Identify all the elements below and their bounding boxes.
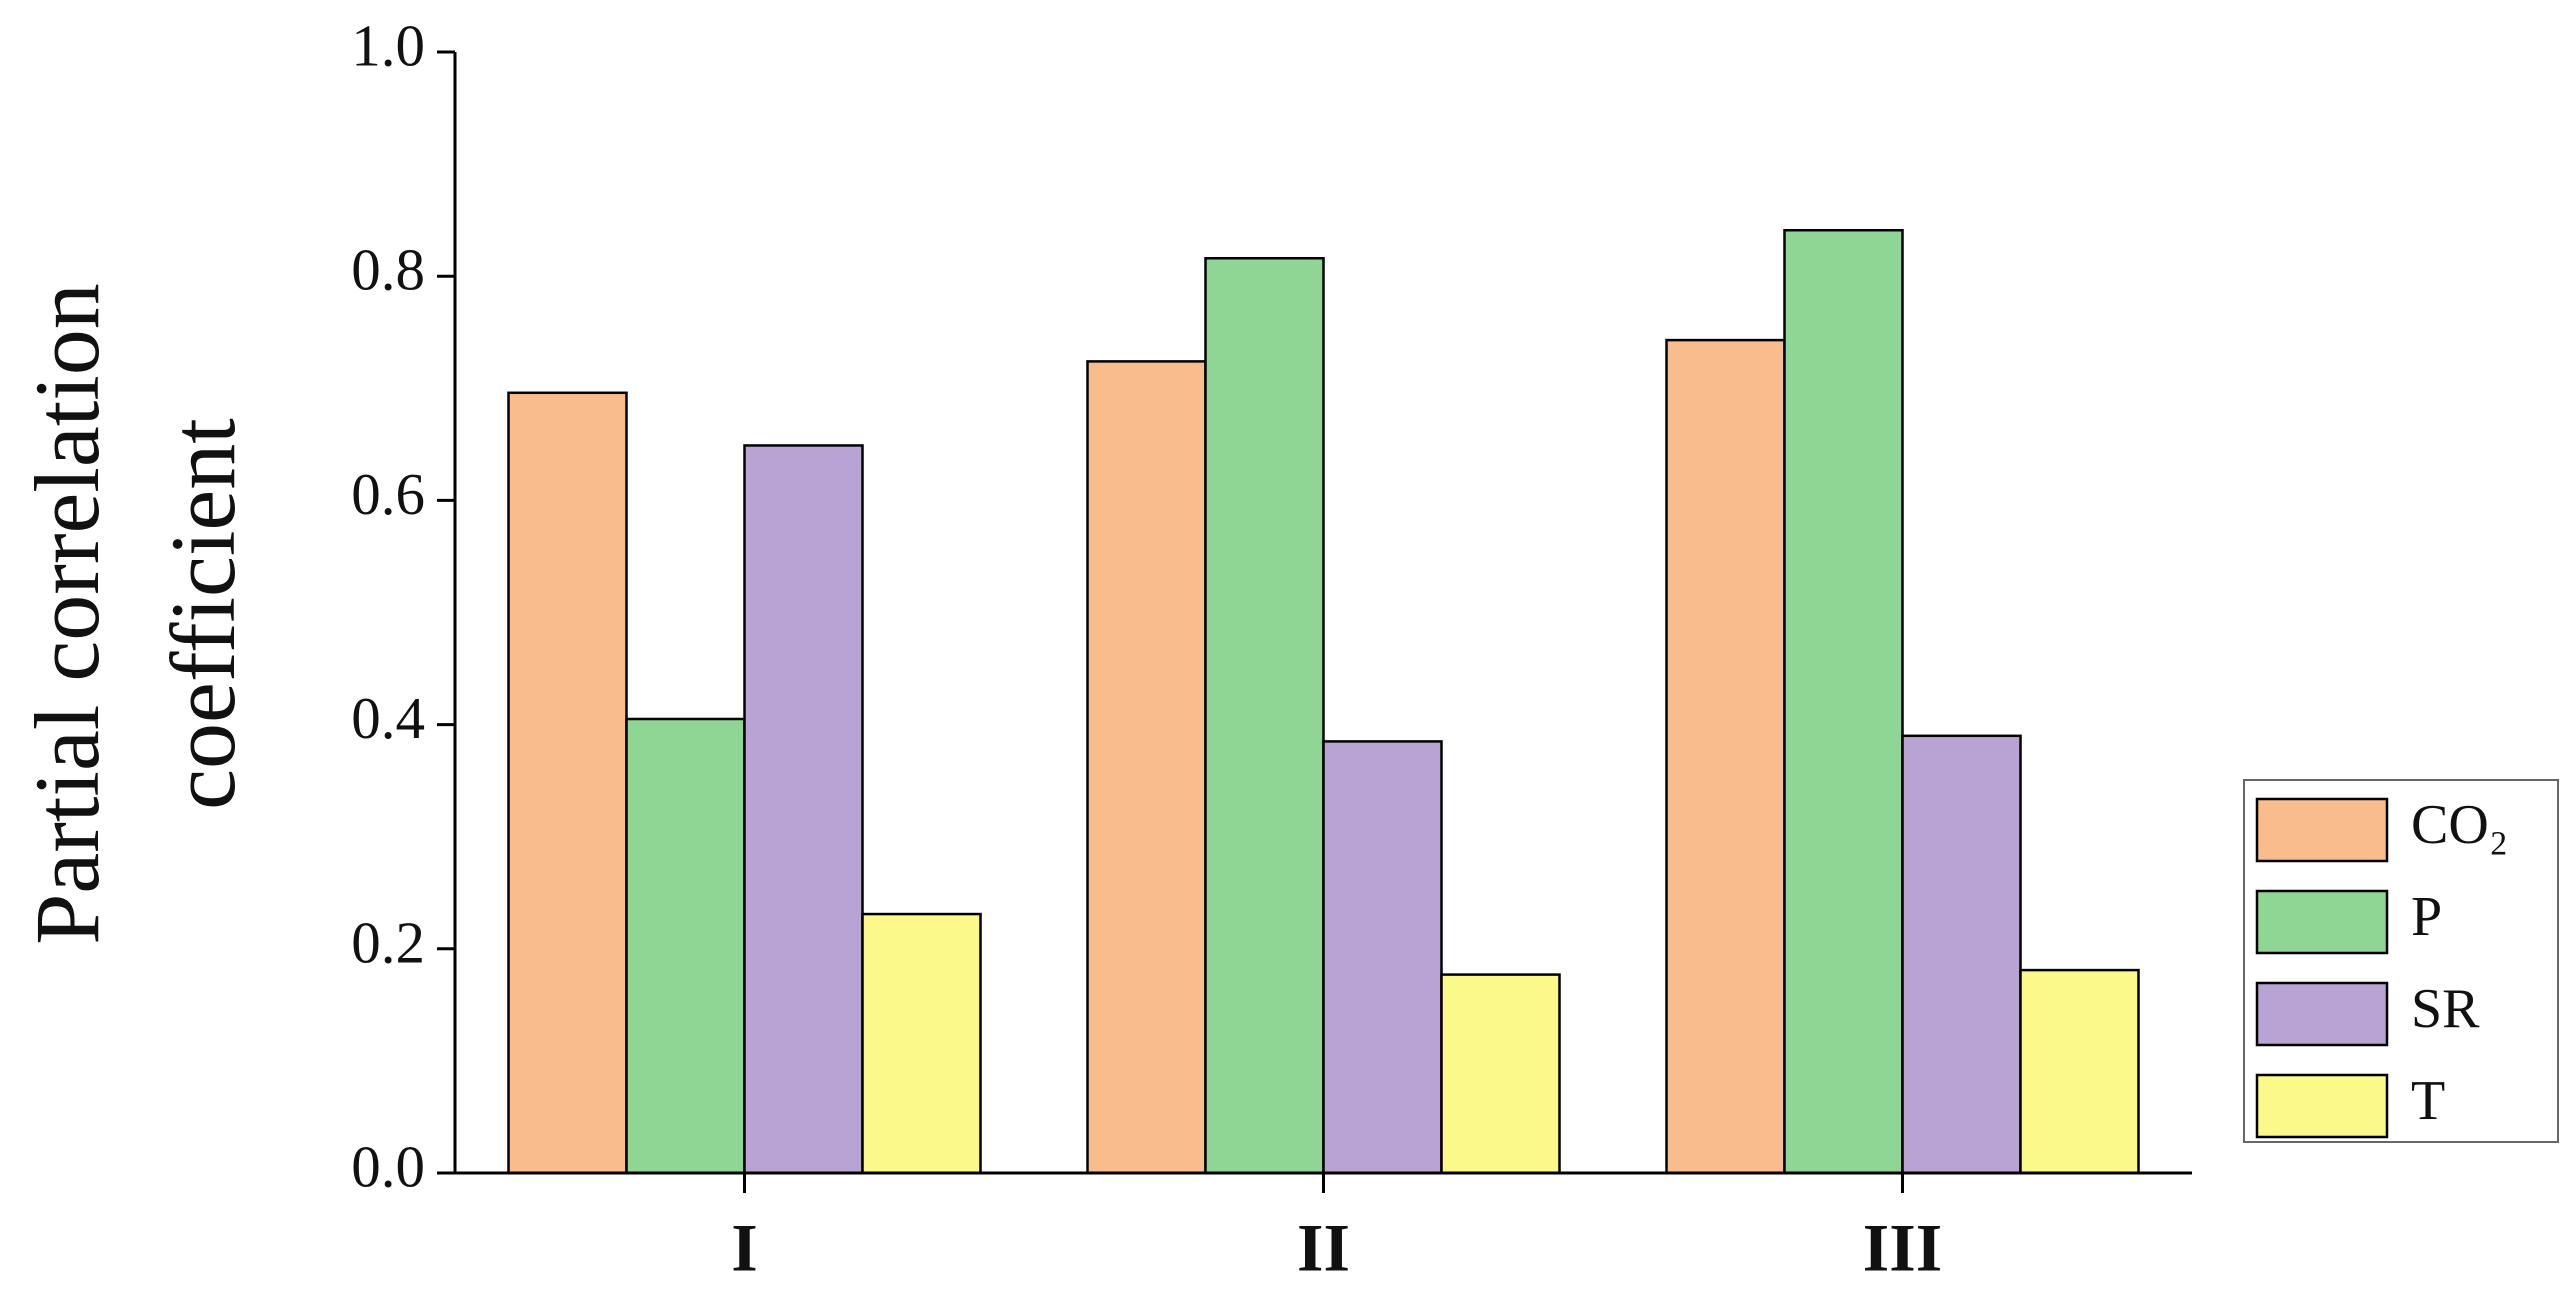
bar <box>861 912 982 1175</box>
legend-swatch <box>2255 889 2389 955</box>
legend-label: CO₂ <box>2411 794 2508 856</box>
y-tick-label: 0.4 <box>351 685 425 751</box>
bar <box>2019 968 2140 1175</box>
y-tick-label: 0.2 <box>351 909 425 975</box>
bar <box>1665 338 1786 1175</box>
y-tick-label: 0.6 <box>351 461 425 527</box>
bar <box>1086 360 1207 1175</box>
y-tick-label: 1.0 <box>351 13 425 79</box>
bar <box>1440 973 1561 1175</box>
bar <box>1204 257 1325 1175</box>
y-tick-label: 0.0 <box>351 1134 425 1200</box>
bar <box>1322 740 1443 1175</box>
bar <box>1783 228 1904 1175</box>
x-tick-label: III <box>1863 1210 1942 1286</box>
legend-swatch <box>2255 1073 2389 1139</box>
bar <box>507 391 628 1175</box>
bar <box>743 444 864 1175</box>
legend-swatch <box>2255 797 2389 863</box>
x-tick-label: I <box>731 1210 757 1286</box>
bar <box>625 717 746 1175</box>
bar <box>1901 734 2022 1175</box>
x-tick-label: II <box>1297 1210 1350 1286</box>
legend-label: SR <box>2411 978 2480 1040</box>
legend-label: P <box>2411 886 2442 948</box>
legend-label: T <box>2411 1070 2445 1132</box>
y-axis-label: Partial correlation <box>16 283 118 945</box>
y-axis-label: coefficient <box>152 418 254 810</box>
legend-swatch <box>2255 981 2389 1047</box>
y-tick-label: 0.8 <box>351 237 425 303</box>
